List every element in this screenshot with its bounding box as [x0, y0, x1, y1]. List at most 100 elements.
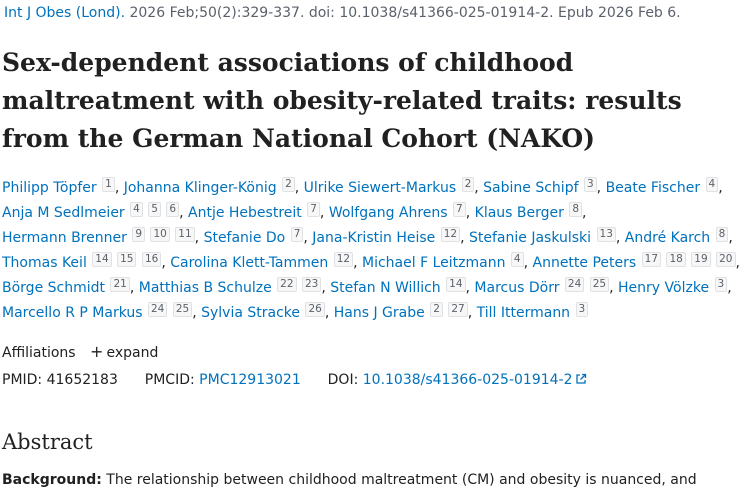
author-name-link[interactable]: Carolina Klett-Tammen: [170, 255, 329, 271]
affiliations-expand-button[interactable]: + expand: [90, 342, 159, 361]
author-item: Börge Schmidt 21,: [2, 277, 134, 296]
author-item: Anja M Sedlmeier 4 5 6,: [2, 202, 184, 221]
author-name-link[interactable]: Stefanie Do: [203, 230, 286, 246]
affiliations-label: Affiliations: [2, 345, 76, 361]
author-name-link[interactable]: Johanna Klinger-König: [123, 180, 277, 196]
author-separator: ,: [582, 205, 587, 221]
author-name-link[interactable]: Sylvia Stracke: [201, 305, 301, 321]
author-separator: ,: [609, 280, 614, 296]
author-name-link[interactable]: Sabine Schipf: [483, 180, 579, 196]
affiliation-ref[interactable]: 8: [569, 202, 583, 217]
affiliation-ref[interactable]: 20: [716, 252, 736, 267]
author-name-link[interactable]: Ulrike Siewert-Markus: [303, 180, 457, 196]
affiliation-ref[interactable]: 27: [448, 302, 468, 317]
affiliation-ref[interactable]: 7: [290, 227, 304, 242]
identifiers-row: PMID: 41652183 PMCID: PMC12913021 DOI: 1…: [2, 370, 587, 391]
affiliation-ref[interactable]: 13: [596, 227, 616, 242]
author-separator: ,: [294, 180, 300, 196]
doi-link[interactable]: 10.1038/s41366-025-01914-2: [363, 372, 587, 388]
author-separator: ,: [465, 205, 471, 221]
author-name-link[interactable]: Beate Fischer: [605, 180, 701, 196]
affiliation-ref[interactable]: 2: [430, 302, 443, 317]
affiliation-ref[interactable]: 22: [277, 277, 297, 292]
affiliation-ref[interactable]: 8: [715, 227, 729, 242]
author-separator: ,: [718, 180, 723, 196]
author-name-link[interactable]: Marcello R P Markus: [2, 305, 143, 321]
author-separator: ,: [303, 230, 308, 246]
affiliation-ref[interactable]: 4: [705, 177, 719, 192]
plus-icon: +: [90, 342, 104, 361]
author-name-link[interactable]: Klaus Berger: [474, 205, 564, 221]
affiliation-ref[interactable]: 24: [148, 302, 168, 317]
author-name-link[interactable]: Hans J Grabe: [333, 305, 425, 321]
affiliation-ref[interactable]: 9: [132, 227, 145, 242]
affiliation-ref[interactable]: 25: [589, 277, 610, 292]
author-separator: ,: [192, 305, 197, 321]
affiliation-ref[interactable]: 3: [583, 177, 597, 192]
author-name-link[interactable]: Thomas Keil: [2, 255, 87, 271]
affiliation-ref[interactable]: 11: [175, 227, 195, 242]
affiliation-ref[interactable]: 7: [307, 202, 320, 217]
affiliation-ref[interactable]: 23: [301, 277, 322, 292]
affiliation-ref[interactable]: 2: [461, 177, 475, 192]
expand-label: expand: [106, 345, 159, 361]
author-name-link[interactable]: Wolfgang Ahrens: [328, 205, 448, 221]
author-separator: ,: [353, 255, 358, 271]
affiliation-ref[interactable]: 12: [440, 227, 461, 242]
author-name-link[interactable]: Annette Peters: [532, 255, 637, 271]
author-item: Marcus Dörr 24 25,: [474, 277, 614, 296]
affiliation-ref[interactable]: 25: [172, 302, 193, 317]
author-item: Stefan N Willich 14,: [330, 277, 470, 296]
author-name-link[interactable]: Matthias B Schulze: [138, 280, 272, 296]
author-name-link[interactable]: Henry Völzke: [618, 280, 710, 296]
author-name-link[interactable]: Jana-Kristin Heise: [312, 230, 436, 246]
affiliation-ref[interactable]: 3: [714, 277, 728, 292]
affiliation-ref[interactable]: 18: [666, 252, 686, 267]
affiliation-ref[interactable]: 24: [564, 277, 585, 292]
author-separator: ,: [735, 255, 740, 271]
affiliation-ref[interactable]: 12: [333, 252, 354, 267]
author-name-link[interactable]: Börge Schmidt: [2, 280, 105, 296]
affiliation-ref[interactable]: 4: [130, 202, 143, 217]
author-name-link[interactable]: Antje Hebestreit: [188, 205, 302, 221]
affiliation-ref[interactable]: 10: [150, 227, 170, 242]
affiliation-ref[interactable]: 21: [110, 277, 130, 292]
author-item: Henry Völzke 3,: [618, 277, 732, 296]
author-name-link[interactable]: Anja M Sedlmeier: [2, 205, 125, 221]
affiliation-ref[interactable]: 14: [92, 252, 112, 267]
author-separator: ,: [728, 230, 733, 246]
affiliation-ref[interactable]: 14: [446, 277, 466, 292]
author-name-link[interactable]: Philipp Töpfer: [2, 180, 97, 196]
author-item: Antje Hebestreit 7,: [188, 202, 324, 221]
affiliation-ref[interactable]: 4: [510, 252, 524, 267]
background-text: The relationship between childhood maltr…: [101, 472, 697, 488]
affiliation-ref[interactable]: 26: [305, 302, 325, 317]
affiliation-ref[interactable]: 5: [148, 202, 161, 217]
author-name-link[interactable]: Marcus Dörr: [474, 280, 560, 296]
author-name-link[interactable]: André Karch: [624, 230, 711, 246]
citation-line: Int J Obes (Lond). 2026 Feb;50(2):329-33…: [4, 4, 744, 22]
affiliation-ref[interactable]: 7: [453, 202, 466, 217]
author-name-link[interactable]: Stefanie Jaskulski: [469, 230, 592, 246]
affiliation-ref[interactable]: 16: [141, 252, 162, 267]
author-name-link[interactable]: Stefan N Willich: [330, 280, 441, 296]
author-item: André Karch 8,: [624, 227, 733, 246]
affiliation-ref[interactable]: 19: [691, 252, 711, 267]
affiliation-ref[interactable]: 15: [117, 252, 137, 267]
author-name-link[interactable]: Till Ittermann: [476, 305, 571, 321]
author-item: Till Ittermann 3: [476, 302, 589, 321]
journal-link[interactable]: Int J Obes (Lond).: [4, 5, 126, 21]
author-separator: ,: [324, 305, 330, 321]
affiliation-ref[interactable]: 3: [575, 302, 589, 317]
author-name-link[interactable]: Hermann Brenner: [2, 230, 127, 246]
affiliation-ref[interactable]: 2: [282, 177, 295, 192]
affiliation-ref[interactable]: 6: [166, 202, 180, 217]
author-item: Philipp Töpfer 1,: [2, 177, 119, 196]
doi-label: DOI:: [327, 372, 359, 388]
author-name-link[interactable]: Michael F Leitzmann: [362, 255, 506, 271]
pmcid-link[interactable]: PMC12913021: [199, 372, 301, 388]
affiliation-ref[interactable]: 17: [641, 252, 662, 267]
affiliation-ref[interactable]: 1: [102, 177, 115, 192]
article-title: Sex-dependent associations of childhood …: [2, 48, 682, 153]
author-item: Carolina Klett-Tammen 12,: [170, 252, 358, 271]
